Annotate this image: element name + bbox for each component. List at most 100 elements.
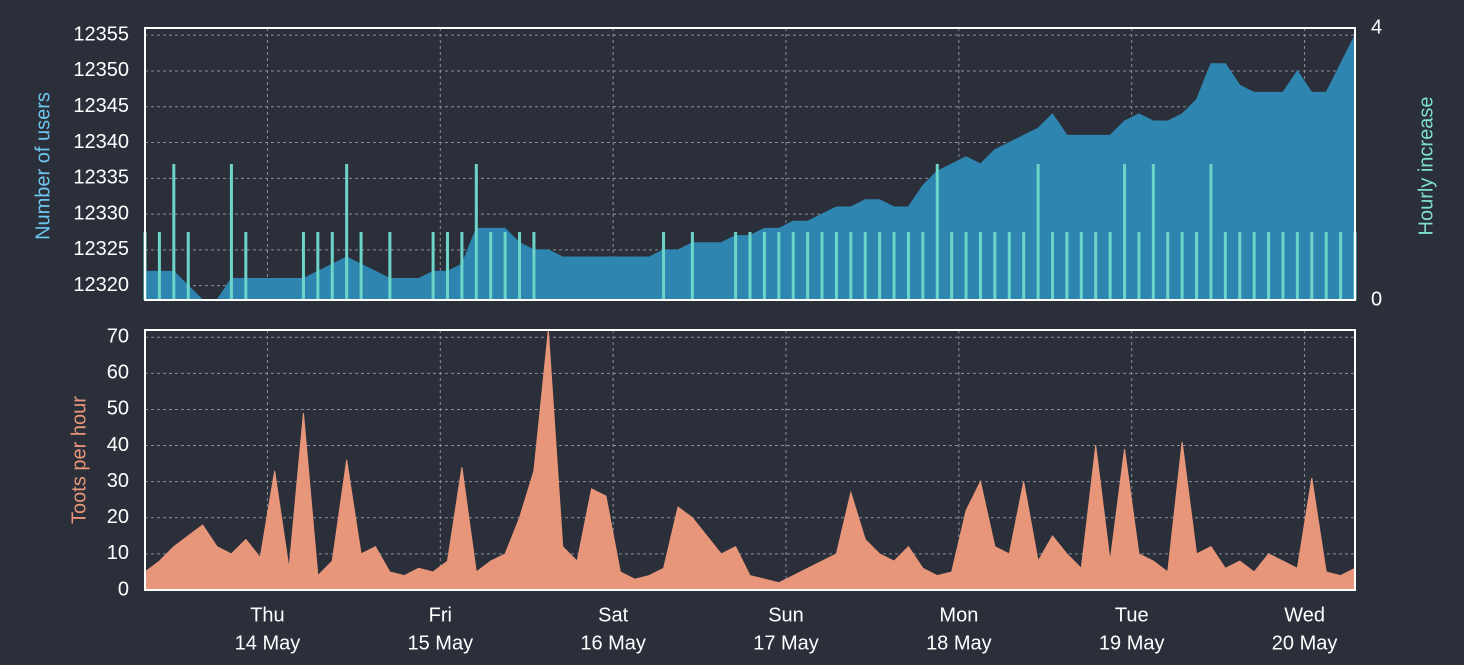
bar xyxy=(762,232,766,300)
bar xyxy=(1166,232,1170,300)
y2-axis-title: Hourly increase xyxy=(1415,97,1437,236)
bar xyxy=(748,232,752,300)
bar xyxy=(849,232,853,300)
y-tick-label: 30 xyxy=(107,470,129,492)
bar xyxy=(1079,232,1083,300)
x-tick-label: 15 May xyxy=(408,632,474,654)
bar xyxy=(1195,232,1199,300)
bar xyxy=(1123,164,1127,300)
x-tick-label: Tue xyxy=(1115,604,1149,626)
bar xyxy=(489,232,493,300)
bar xyxy=(359,232,363,300)
y-tick-label: 12340 xyxy=(73,131,129,153)
bar xyxy=(1324,232,1328,300)
plot-frame xyxy=(144,329,1356,591)
bar xyxy=(1281,232,1285,300)
bar xyxy=(388,232,392,300)
x-tick-label: Sat xyxy=(598,604,628,626)
x-tick-label: Wed xyxy=(1284,604,1325,626)
y-tick-label: 12325 xyxy=(73,238,129,260)
bar xyxy=(834,232,838,300)
bar xyxy=(791,232,795,300)
x-tick-label: Fri xyxy=(429,604,452,626)
bar xyxy=(244,232,248,300)
bar xyxy=(316,232,320,300)
bar xyxy=(906,232,910,300)
bar xyxy=(734,232,738,300)
x-tick-label: Mon xyxy=(939,604,978,626)
bar xyxy=(1238,232,1242,300)
bar xyxy=(1007,232,1011,300)
bar xyxy=(1209,164,1213,300)
bar xyxy=(1295,232,1299,300)
bar xyxy=(157,232,161,300)
y2-tick-label: 0 xyxy=(1371,288,1382,310)
plot-frame xyxy=(144,27,1356,301)
y-tick-label: 10 xyxy=(107,542,129,564)
bar xyxy=(1252,232,1256,300)
x-tick-label: 20 May xyxy=(1272,632,1338,654)
bar xyxy=(301,232,305,300)
area xyxy=(144,329,1356,591)
y-tick-label: 12320 xyxy=(73,274,129,296)
y-axis-title: Number of users xyxy=(32,92,54,240)
y-tick-label: 20 xyxy=(107,506,129,528)
y-tick-label: 60 xyxy=(107,362,129,384)
bar xyxy=(1267,232,1271,300)
bar xyxy=(777,232,781,300)
y-tick-label: 12335 xyxy=(73,167,129,189)
y-tick-label: 12355 xyxy=(73,23,129,45)
bar xyxy=(1065,232,1069,300)
bar xyxy=(935,164,939,300)
bar xyxy=(878,232,882,300)
bar xyxy=(1151,164,1155,300)
x-tick-label: 17 May xyxy=(753,632,819,654)
bar xyxy=(950,232,954,300)
y-tick-label: 12350 xyxy=(73,59,129,81)
bar xyxy=(978,232,982,300)
bar xyxy=(186,232,190,300)
y-tick-label: 70 xyxy=(107,326,129,348)
bar xyxy=(964,232,968,300)
bar xyxy=(1094,232,1098,300)
y-tick-label: 12345 xyxy=(73,95,129,117)
y-axis-title: Toots per hour xyxy=(68,396,90,524)
bar xyxy=(532,232,536,300)
bar xyxy=(690,232,694,300)
bar xyxy=(503,232,507,300)
x-tick-label: Thu xyxy=(250,604,284,626)
x-tick-label: Sun xyxy=(768,604,804,626)
bar xyxy=(518,232,522,300)
bar xyxy=(820,232,824,300)
bar xyxy=(921,232,925,300)
bar xyxy=(1137,232,1141,300)
x-tick-label: 16 May xyxy=(580,632,646,654)
y2-tick-label: 4 xyxy=(1371,16,1382,38)
bar xyxy=(892,232,896,300)
bar xyxy=(863,232,867,300)
bar xyxy=(1339,232,1343,300)
bar xyxy=(1036,164,1040,300)
bar xyxy=(1051,232,1054,300)
y-tick-label: 0 xyxy=(118,578,129,600)
bar xyxy=(474,164,478,300)
bar xyxy=(806,232,810,300)
bar xyxy=(172,164,176,300)
bar xyxy=(662,232,666,300)
y-tick-label: 50 xyxy=(107,398,129,420)
y-tick-label: 12330 xyxy=(73,202,129,224)
x-tick-label: 18 May xyxy=(926,632,992,654)
bar xyxy=(345,164,349,300)
x-tick-label: 19 May xyxy=(1099,632,1165,654)
y-tick-label: 40 xyxy=(107,434,129,456)
bar xyxy=(446,232,449,300)
bar xyxy=(229,164,233,300)
x-tick-label: 14 May xyxy=(235,632,301,654)
bar xyxy=(431,232,435,300)
bar xyxy=(1108,232,1112,300)
bar xyxy=(1180,232,1184,300)
bar xyxy=(1310,232,1314,300)
bar xyxy=(993,232,997,300)
bar xyxy=(330,232,334,300)
bar xyxy=(1223,232,1227,300)
